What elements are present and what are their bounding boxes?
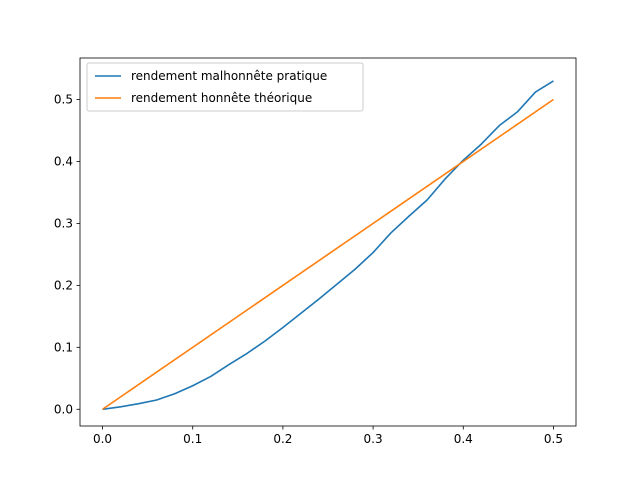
series-line-0 (102, 80, 554, 411)
y-tick-label: 0.5 (54, 93, 73, 107)
y-axis: 0.0 0.1 0.2 0.3 0.4 0.5 (54, 93, 80, 416)
y-tick-label: 0.0 (54, 402, 73, 416)
plot-background (80, 58, 576, 426)
series-layer (102, 80, 554, 411)
x-tick-label: 0.5 (544, 432, 563, 446)
legend-label-series-0: rendement malhonnête pratique (131, 69, 327, 83)
y-tick-label: 0.4 (54, 154, 73, 168)
x-axis: 0.0 0.1 0.2 0.3 0.4 0.5 (93, 426, 563, 446)
legend-label-series-1: rendement honnête théorique (131, 91, 312, 105)
legend: rendement malhonnête pratique rendement … (86, 62, 364, 112)
x-tick-label: 0.3 (364, 432, 383, 446)
x-tick-label: 0.0 (93, 432, 112, 446)
x-tick-label: 0.1 (183, 432, 202, 446)
x-tick-label: 0.2 (273, 432, 292, 446)
axes-spines (79, 57, 577, 427)
y-tick-label: 0.3 (54, 216, 73, 230)
y-tick-label: 0.2 (54, 278, 73, 292)
series-line-1 (102, 98, 554, 410)
axes-frame (79, 57, 577, 427)
x-tick-label: 0.4 (454, 432, 473, 446)
plot-area (80, 58, 576, 426)
y-tick-label: 0.1 (54, 340, 73, 354)
legend-box (86, 62, 364, 112)
